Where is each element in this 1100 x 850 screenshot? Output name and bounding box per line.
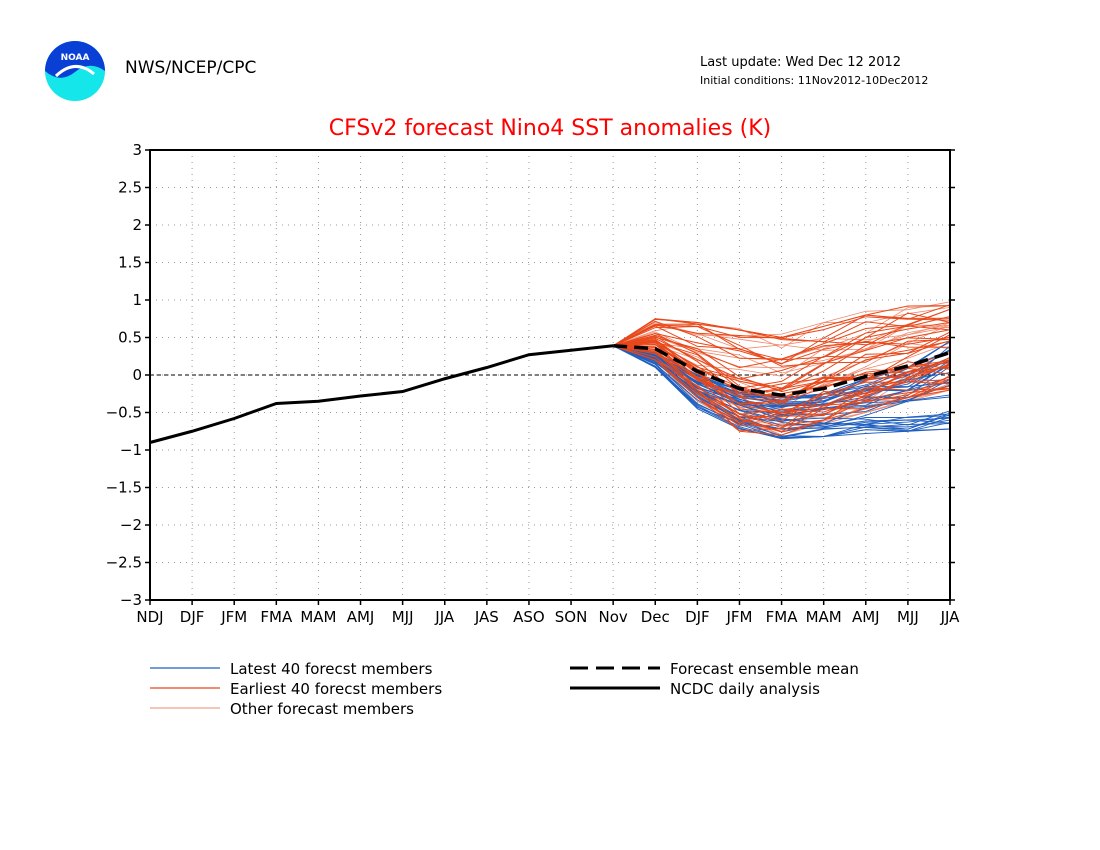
forecast-member-line: [612, 312, 951, 361]
y-tick-label: 2: [132, 216, 142, 234]
y-tick-label: 3: [132, 141, 142, 159]
forecast-member-line: [613, 331, 951, 395]
x-tick-label: DJF: [180, 608, 205, 626]
forecast-member-line: [613, 340, 951, 389]
y-tick-label: −2.5: [106, 554, 142, 572]
last-update-label: Last update: Wed Dec 12 2012: [700, 55, 902, 70]
x-tick-label: SON: [555, 608, 588, 626]
y-tick-label: 0.5: [118, 329, 142, 347]
forecast-member-line: [613, 321, 951, 391]
y-tick-label: −0.5: [106, 404, 142, 422]
forecast-member-line: [613, 345, 951, 439]
forecast-member-line: [612, 316, 951, 347]
x-tick-label: JAS: [474, 608, 499, 626]
x-tick-label: MAM: [300, 608, 336, 626]
x-tick-label: DJF: [685, 608, 710, 626]
x-tick-label: Dec: [641, 608, 670, 626]
x-tick-label: AMJ: [852, 608, 880, 626]
x-tick-label: AMJ: [347, 608, 375, 626]
legend-label-other: Other forecast members: [230, 700, 414, 718]
legend-label-analysis: NCDC daily analysis: [670, 680, 820, 698]
y-tick-label: 1: [132, 291, 142, 309]
x-tick-label: Nov: [599, 608, 628, 626]
legend-label-earliest: Earliest 40 forecst members: [230, 680, 442, 698]
forecast-member-line: [613, 325, 951, 367]
noaa-logo: NOAA: [44, 40, 106, 106]
grid: [150, 150, 950, 600]
y-tick-label: −3: [120, 591, 142, 609]
y-tick-label: −1: [120, 441, 142, 459]
chart-title: CFSv2 forecast Nino4 SST anomalies (K): [329, 116, 772, 141]
forecast-member-line: [612, 345, 951, 438]
x-tick-label: JJA: [940, 608, 961, 626]
forecast-member-line: [613, 344, 951, 414]
legend-label-latest: Latest 40 forecst members: [230, 660, 433, 678]
forecast-member-line: [613, 345, 951, 425]
x-tick-label: ASO: [513, 608, 545, 626]
forecast-member-line: [613, 301, 951, 349]
y-tick-label: −1.5: [106, 479, 142, 497]
forecast-member-line: [612, 320, 951, 360]
y-tick-label: −2: [120, 516, 142, 534]
legend-label-mean: Forecast ensemble mean: [670, 660, 859, 678]
forecast-member-line: [613, 345, 951, 404]
forecast-member-line: [613, 332, 951, 365]
forecast-member-line: [613, 345, 951, 427]
y-tick-label: 0: [132, 366, 142, 384]
x-tick-label: FMA: [766, 608, 799, 626]
x-tick-label: JJA: [434, 608, 455, 626]
forecast-member-line: [612, 305, 951, 347]
x-tick-label: MAM: [806, 608, 842, 626]
forecast-member-line: [613, 324, 951, 369]
x-tick-label: MJJ: [897, 608, 919, 626]
organization-label: NWS/NCEP/CPC: [125, 58, 257, 78]
ensemble-mean-line: [613, 344, 951, 398]
y-tick-label: 2.5: [118, 179, 142, 197]
legend: Latest 40 forecst members Earliest 40 for…: [150, 660, 859, 718]
initial-conditions-label: Initial conditions: 11Nov2012-10Dec2012: [700, 74, 929, 87]
x-tick-label: NDJ: [136, 608, 163, 626]
logo-text: NOAA: [61, 53, 90, 63]
forecast-member-line: [613, 345, 951, 427]
forecast-member-line: [612, 318, 951, 347]
forecast-member-line: [613, 345, 951, 424]
y-tick-label: 1.5: [118, 254, 142, 272]
forecast-member-line: [612, 314, 951, 365]
main-lines: [149, 344, 951, 444]
forecast-member-line: [613, 342, 951, 393]
x-tick-label: JFM: [220, 608, 247, 626]
x-tick-label: MJJ: [392, 608, 414, 626]
analysis-line: [149, 344, 614, 444]
x-tick-label: JFM: [725, 608, 752, 626]
x-tick-label: FMA: [260, 608, 293, 626]
forecast-member-line: [613, 345, 951, 430]
forecast-member-line: [613, 336, 951, 393]
forecast-members: [612, 301, 951, 440]
forecast-member-line: [613, 345, 951, 422]
forecast-member-line: [613, 341, 951, 399]
